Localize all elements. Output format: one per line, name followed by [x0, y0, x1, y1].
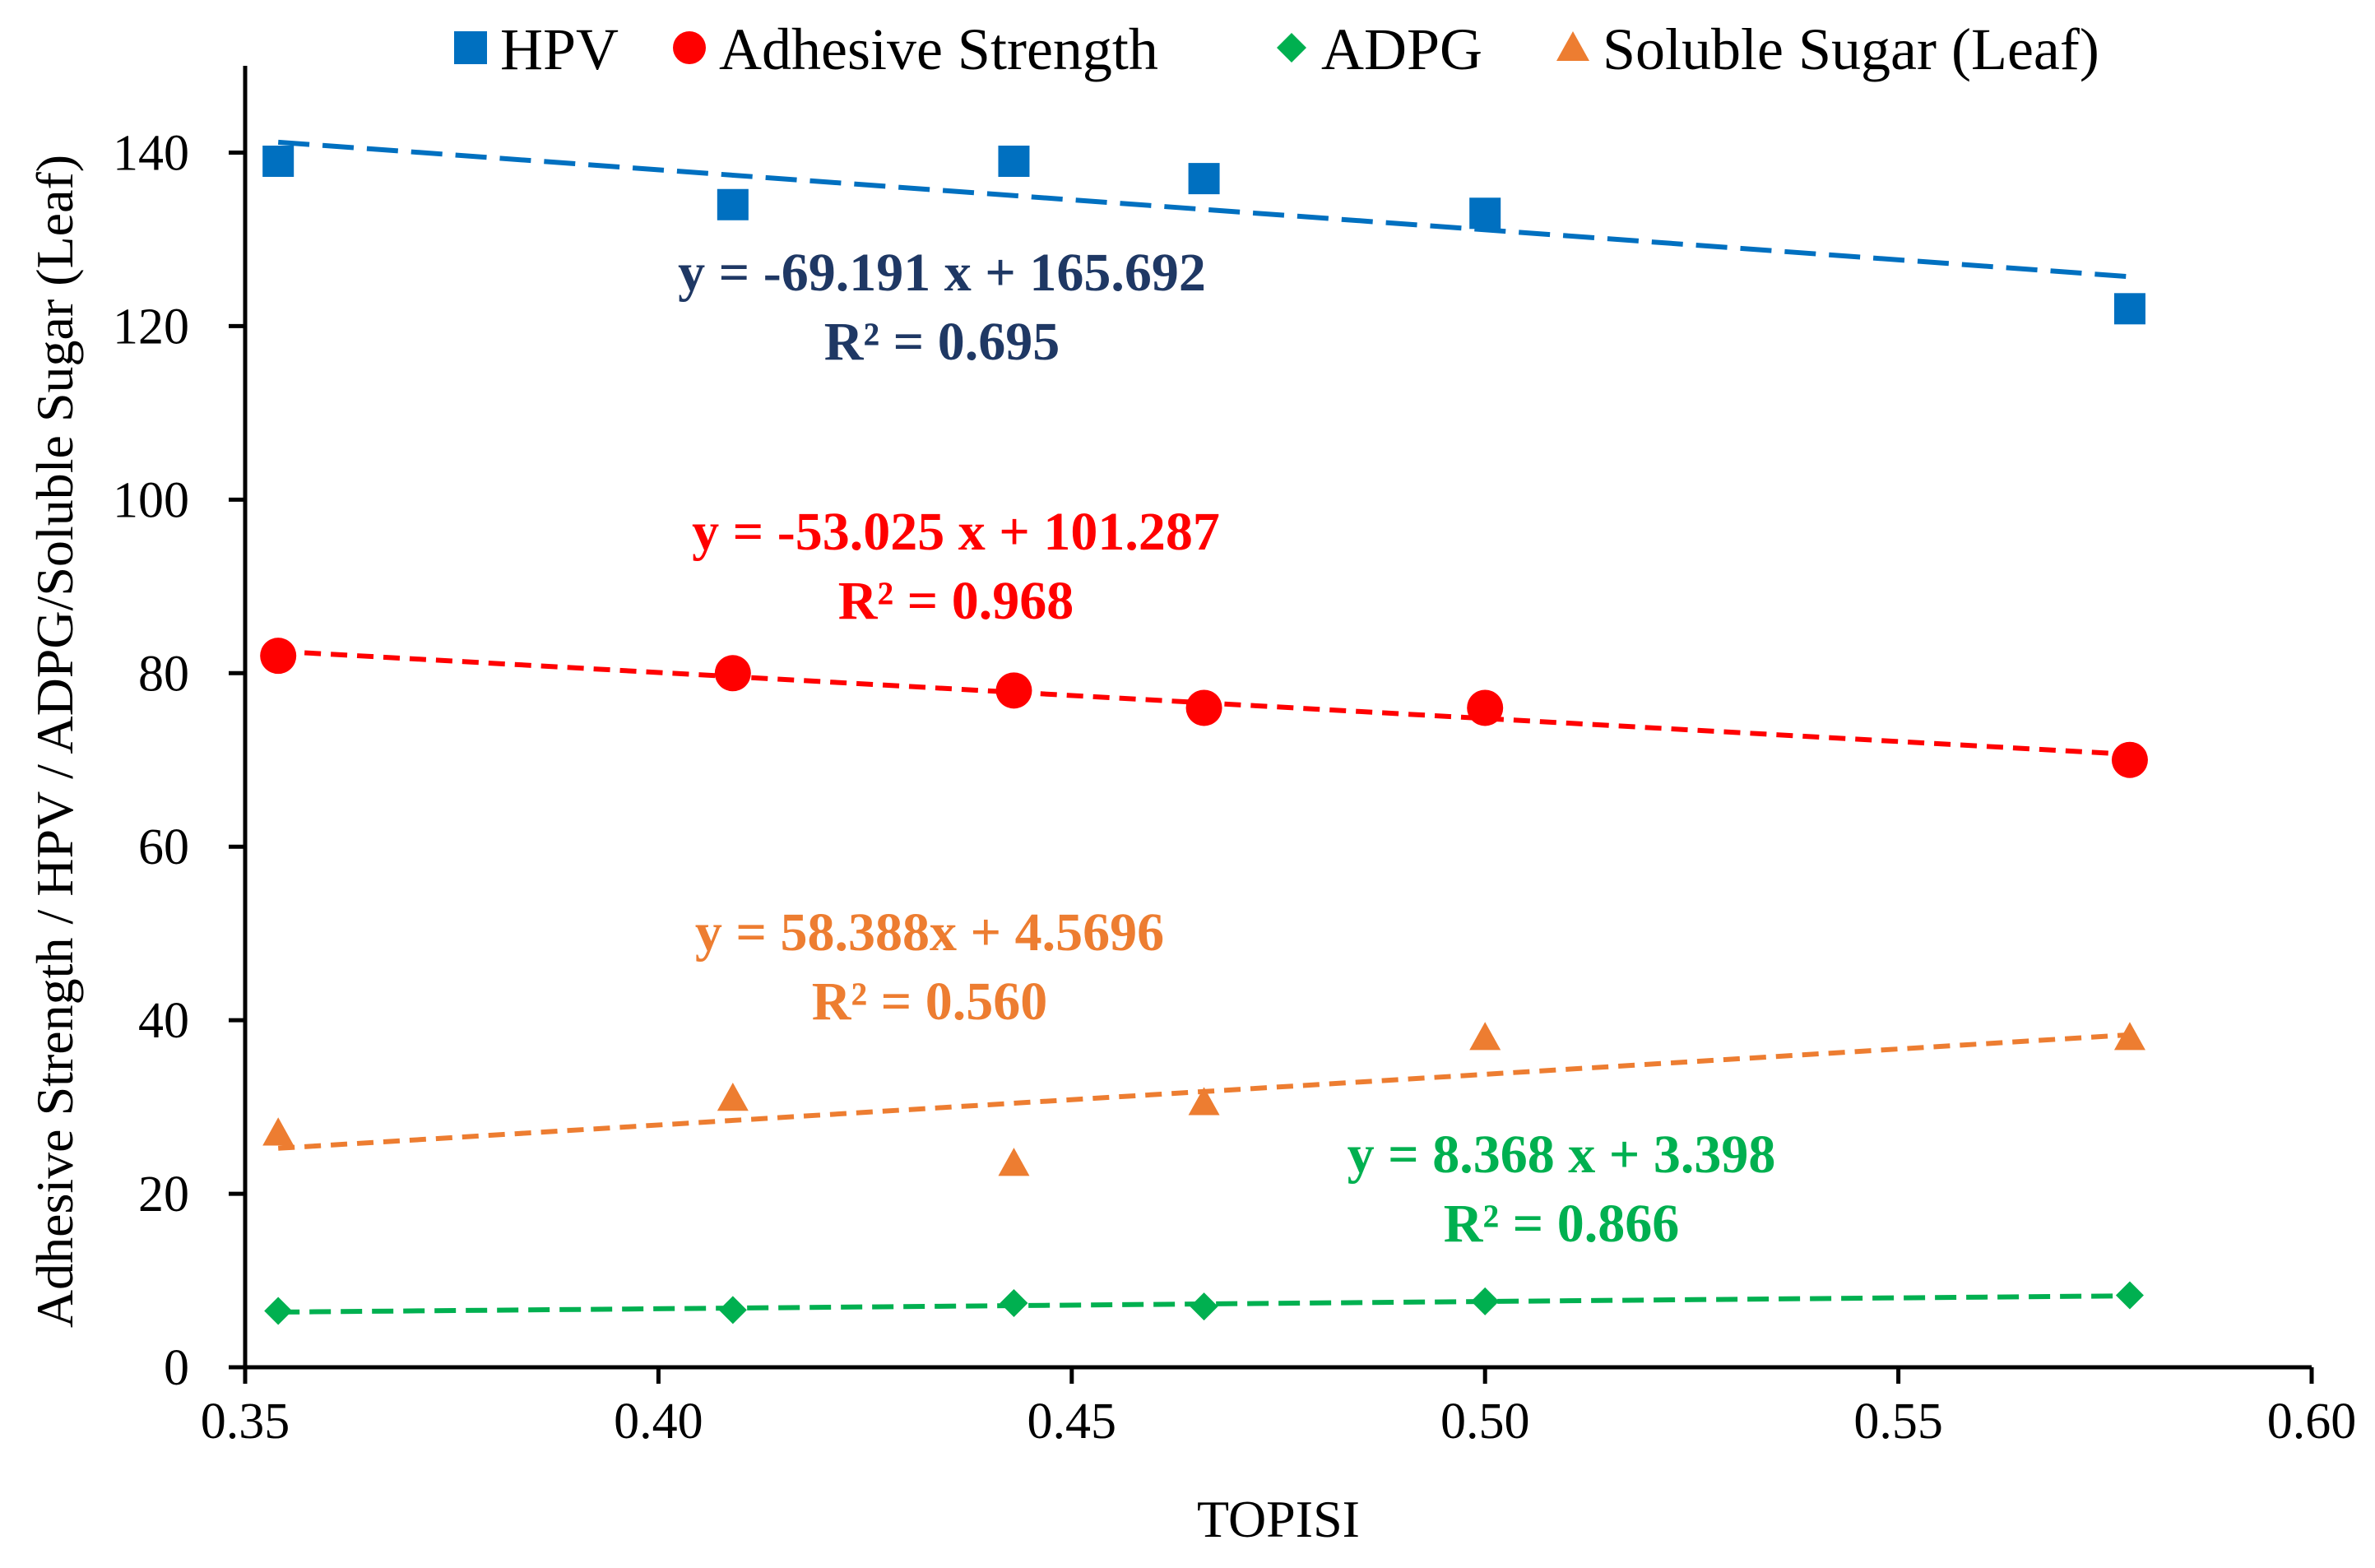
- adhesive-strength-point: [714, 655, 751, 692]
- hpv-r2: R² = 0.695: [824, 312, 1060, 372]
- y-axis-title: Adhesive Strength / HPV / ADPG/Soluble S…: [26, 155, 84, 1328]
- y-tick-label: 40: [138, 993, 189, 1049]
- adhesive-strength-point: [1185, 689, 1222, 726]
- hpv-equation: y = -69.191 x + 165.692: [678, 243, 1206, 303]
- x-tick-label: 0.55: [1853, 1394, 1943, 1450]
- adhesive-strength-point: [1467, 689, 1504, 726]
- y-tick-label: 140: [113, 125, 189, 181]
- y-tick-label: 80: [138, 646, 189, 702]
- adpg-point: [264, 1297, 293, 1325]
- data-points: [260, 146, 2148, 1325]
- y-tick-label: 100: [113, 472, 189, 528]
- legend-adhesive-strength-label: Adhesive Strength: [719, 16, 1158, 82]
- legend-soluble-sugar-leaf-label: Soluble Sugar (Leaf): [1603, 16, 2099, 82]
- adpg-point: [1190, 1292, 1218, 1321]
- x-tick-label: 0.40: [614, 1394, 703, 1450]
- soluble-sugar-leaf-point: [717, 1083, 749, 1111]
- adpg-point: [1000, 1288, 1028, 1317]
- adpg-equation: y = 8.368 x + 3.398: [1348, 1125, 1776, 1185]
- soluble-sugar-leaf-point: [262, 1117, 295, 1146]
- x-axis-title: TOPISI: [1197, 1490, 1360, 1548]
- y-tick-label: 120: [113, 299, 189, 355]
- soluble-sugar-leaf-point: [1469, 1022, 1501, 1051]
- adhesive-strength-point: [2111, 741, 2148, 778]
- soluble-sugar-leaf-point: [1188, 1087, 1220, 1116]
- x-tick-label: 0.50: [1440, 1394, 1530, 1450]
- adhesive-strength-point: [260, 638, 297, 675]
- adpg-point: [718, 1296, 747, 1324]
- legend-hpv-label: HPV: [500, 16, 619, 82]
- adhesive-strength-equation: y = -53.025 x + 101.287: [692, 502, 1220, 562]
- y-tick-label: 20: [138, 1167, 189, 1222]
- x-tick-label: 0.45: [1027, 1394, 1117, 1450]
- adpg-point: [1471, 1287, 1500, 1315]
- legend-soluble-sugar-leaf-marker: [1556, 31, 1589, 61]
- adhesive-strength-r2: R² = 0.968: [838, 571, 1074, 631]
- x-tick-label: 0.60: [2267, 1394, 2357, 1450]
- soluble-sugar-leaf-equation: y = 58.388x + 4.5696: [695, 902, 1164, 963]
- legend-adpg-marker: [1277, 33, 1306, 63]
- y-tick-label: 60: [138, 819, 189, 875]
- y-tick-label: 0: [164, 1340, 189, 1396]
- adpg-r2: R² = 0.866: [1444, 1194, 1680, 1254]
- legend-adpg-label: ADPG: [1321, 16, 1482, 82]
- trendlines: [277, 139, 2131, 1315]
- hpv-point: [1188, 163, 1220, 195]
- hpv-point: [2113, 293, 2145, 325]
- x-tick-label: 0.35: [201, 1394, 290, 1450]
- legend: HPV Adhesive Strength ADPG Soluble Sugar (L…: [454, 16, 2099, 82]
- adpg-point: [2115, 1281, 2144, 1310]
- trendline-equations: y = -69.191 x + 165.692 R² = 0.695 y = -53…: [678, 243, 1775, 1254]
- soluble-sugar-leaf-point: [2113, 1022, 2145, 1051]
- hpv-point: [262, 146, 295, 178]
- hpv-point: [1469, 197, 1501, 230]
- legend-hpv-marker: [454, 31, 487, 64]
- soluble-sugar-leaf-r2: R² = 0.560: [812, 972, 1048, 1032]
- axes: 0.35 0.40 0.45 0.50 0.55 0.60 0 20 40 60 80 100 120 1…: [26, 66, 2356, 1548]
- soluble-sugar-leaf-point: [998, 1148, 1030, 1176]
- hpv-point: [717, 188, 749, 220]
- hpv-point: [998, 146, 1030, 178]
- adhesive-strength-point: [995, 672, 1032, 709]
- legend-adhesive-strength-marker: [673, 31, 706, 64]
